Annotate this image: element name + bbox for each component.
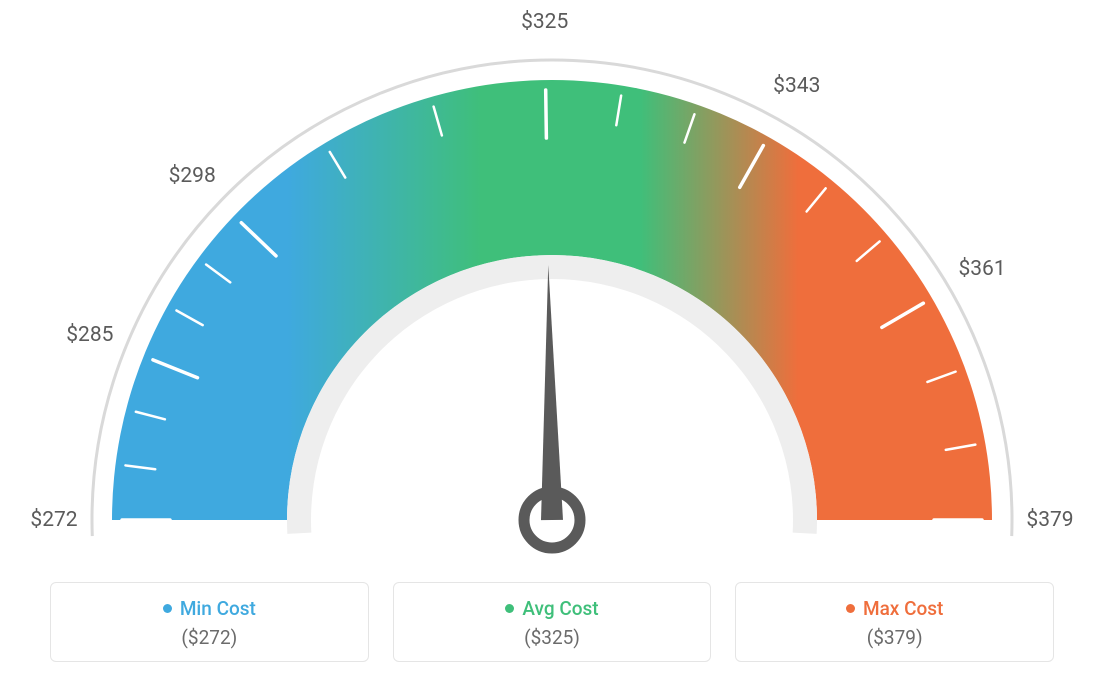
legend-label-min: Min Cost <box>180 597 256 620</box>
legend-label-row: Min Cost <box>61 597 358 620</box>
legend-dot-max <box>846 604 855 613</box>
gauge-svg <box>0 0 1104 560</box>
legend-label-avg: Avg Cost <box>522 597 598 620</box>
legend-card-max: Max Cost ($379) <box>735 582 1054 662</box>
legend-label-max: Max Cost <box>863 597 943 620</box>
legend-label-row: Avg Cost <box>404 597 701 620</box>
gauge-tick-label: $298 <box>169 164 216 188</box>
legend-card-avg: Avg Cost ($325) <box>393 582 712 662</box>
legend-value-avg: ($325) <box>404 626 701 649</box>
legend-value-max: ($379) <box>746 626 1043 649</box>
legend-card-min: Min Cost ($272) <box>50 582 369 662</box>
legend-dot-avg <box>505 604 514 613</box>
legend-label-row: Max Cost <box>746 597 1043 620</box>
legend-dot-min <box>163 604 172 613</box>
gauge-tick-label: $379 <box>1026 508 1073 532</box>
gauge-tick-label: $361 <box>958 257 1005 281</box>
gauge-tick-label: $285 <box>66 323 113 347</box>
legend-value-min: ($272) <box>61 626 358 649</box>
gauge-tick-label: $325 <box>521 10 568 34</box>
gauge-tick-label: $272 <box>30 508 77 532</box>
gauge-tick-label: $343 <box>773 74 820 98</box>
gauge-chart: $272 $285 $298 $325 $343 $361 $379 <box>0 0 1104 560</box>
legend-row: Min Cost ($272) Avg Cost ($325) Max Cost… <box>50 582 1054 662</box>
